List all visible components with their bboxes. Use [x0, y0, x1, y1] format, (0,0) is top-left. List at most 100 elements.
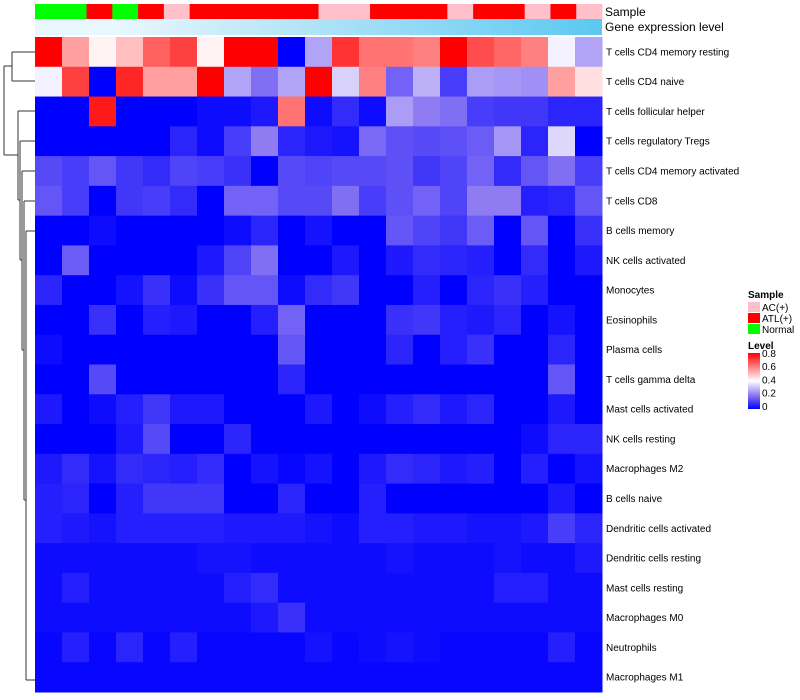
- sample-legend-swatch: [748, 313, 760, 323]
- heatmap-cell: [224, 96, 252, 127]
- heatmap-cell: [305, 215, 333, 246]
- heatmap-cell: [89, 37, 117, 68]
- heatmap-cell: [494, 602, 522, 633]
- row-label: Macrophages M2: [606, 464, 684, 475]
- heatmap-cell: [89, 513, 117, 544]
- heatmap-cell: [386, 156, 414, 187]
- heatmap-cell: [467, 215, 495, 246]
- heatmap-cell: [170, 215, 198, 246]
- heatmap-cell: [494, 572, 522, 604]
- heatmap-cell: [35, 156, 63, 187]
- row-label: B cells naive: [606, 494, 663, 505]
- row-label: T cells CD4 memory resting: [606, 47, 729, 58]
- heatmap-cell: [494, 66, 522, 98]
- heatmap-cell: [305, 483, 333, 514]
- sample-annotation-cell: [241, 4, 268, 19]
- heatmap-cell: [89, 424, 117, 455]
- heatmap-cell: [386, 245, 414, 276]
- heatmap-cell: [116, 275, 144, 306]
- heatmap-cell: [62, 513, 90, 544]
- row-label: T cells follicular helper: [606, 107, 705, 118]
- heatmap-cell: [386, 215, 414, 246]
- heatmap-cell: [305, 632, 333, 663]
- heatmap-cell: [575, 185, 603, 217]
- heatmap-cell: [575, 126, 603, 157]
- heatmap-cell: [359, 632, 387, 663]
- heatmap-cell: [170, 394, 198, 425]
- heatmap-cell: [440, 632, 468, 663]
- heatmap-cell: [359, 364, 387, 395]
- sample-annotation-cell: [550, 4, 577, 19]
- heatmap-cell: [440, 543, 468, 574]
- heatmap-cell: [467, 513, 495, 544]
- heatmap-cell: [575, 483, 603, 514]
- heatmap-cell: [332, 483, 360, 514]
- heatmap-cell: [575, 245, 603, 276]
- heatmap-cell: [197, 364, 225, 395]
- heatmap-cell: [62, 483, 90, 514]
- heatmap-cell: [89, 304, 117, 336]
- sample-legend-title: Sample: [748, 290, 784, 301]
- heatmap-cell: [35, 364, 63, 395]
- heatmap-cell: [575, 334, 603, 365]
- heatmap-cell: [548, 245, 576, 276]
- heatmap-cell: [278, 572, 306, 604]
- heatmap-cell: [359, 662, 387, 693]
- heatmap-cell: [548, 602, 576, 633]
- heatmap-cell: [89, 275, 117, 306]
- heatmap-cell: [440, 126, 468, 157]
- heatmap-cell: [197, 572, 225, 604]
- heatmap-cell: [467, 275, 495, 306]
- heatmap-cell: [170, 483, 198, 514]
- heatmap-cell: [35, 424, 63, 455]
- heatmap-cell: [467, 364, 495, 395]
- heatmap-cell: [548, 453, 576, 485]
- sample-annotation-cell: [86, 4, 113, 19]
- heatmap-cell: [224, 185, 252, 217]
- sample-legend-label: ATL(+): [762, 314, 792, 325]
- heatmap-cell: [305, 275, 333, 306]
- heatmap-cell: [170, 245, 198, 276]
- heatmap-cell: [35, 543, 63, 574]
- heatmap-cell: [548, 215, 576, 246]
- heatmap-cell: [332, 156, 360, 187]
- heatmap-cell: [278, 394, 306, 425]
- heatmap-cell: [197, 66, 225, 98]
- heatmap-cell: [224, 513, 252, 544]
- heatmap-cell: [89, 66, 117, 98]
- heatmap-cell: [305, 543, 333, 574]
- sample-annotation-cell: [215, 4, 242, 19]
- heatmap-cell: [35, 572, 63, 604]
- row-label: NK cells resting: [606, 434, 675, 445]
- heatmap-cell: [548, 364, 576, 395]
- heatmap-cell: [35, 126, 63, 157]
- heatmap-cell: [305, 66, 333, 98]
- heatmap-cell: [35, 632, 63, 663]
- heatmap-cell: [332, 215, 360, 246]
- heatmap-cell: [35, 453, 63, 485]
- heatmap-cell: [413, 156, 441, 187]
- heatmap-cell: [116, 96, 144, 127]
- heatmap-cell: [359, 304, 387, 336]
- heatmap-cell: [62, 602, 90, 633]
- heatmap-cell: [413, 334, 441, 365]
- heatmap-cell: [170, 513, 198, 544]
- sample-annotation-cell: [370, 4, 397, 19]
- heatmap-cell: [278, 334, 306, 365]
- heatmap-cell: [116, 364, 144, 395]
- heatmap-cell: [332, 275, 360, 306]
- heatmap-cell: [278, 126, 306, 157]
- heatmap-cell: [143, 602, 171, 633]
- heatmap-cell: [278, 156, 306, 187]
- heatmap-cell: [35, 185, 63, 217]
- heatmap-cell: [386, 364, 414, 395]
- row-label: Eosinophils: [606, 315, 657, 326]
- annotation-label-expression: Gene expression level: [605, 20, 724, 34]
- heatmap-cell: [35, 215, 63, 246]
- sample-annotation-cell: [266, 4, 294, 19]
- heatmap-cell: [197, 275, 225, 306]
- heatmap-cell: [494, 543, 522, 574]
- heatmap-cell: [575, 364, 603, 395]
- heatmap-cell: [521, 215, 549, 246]
- heatmap-cell: [278, 632, 306, 663]
